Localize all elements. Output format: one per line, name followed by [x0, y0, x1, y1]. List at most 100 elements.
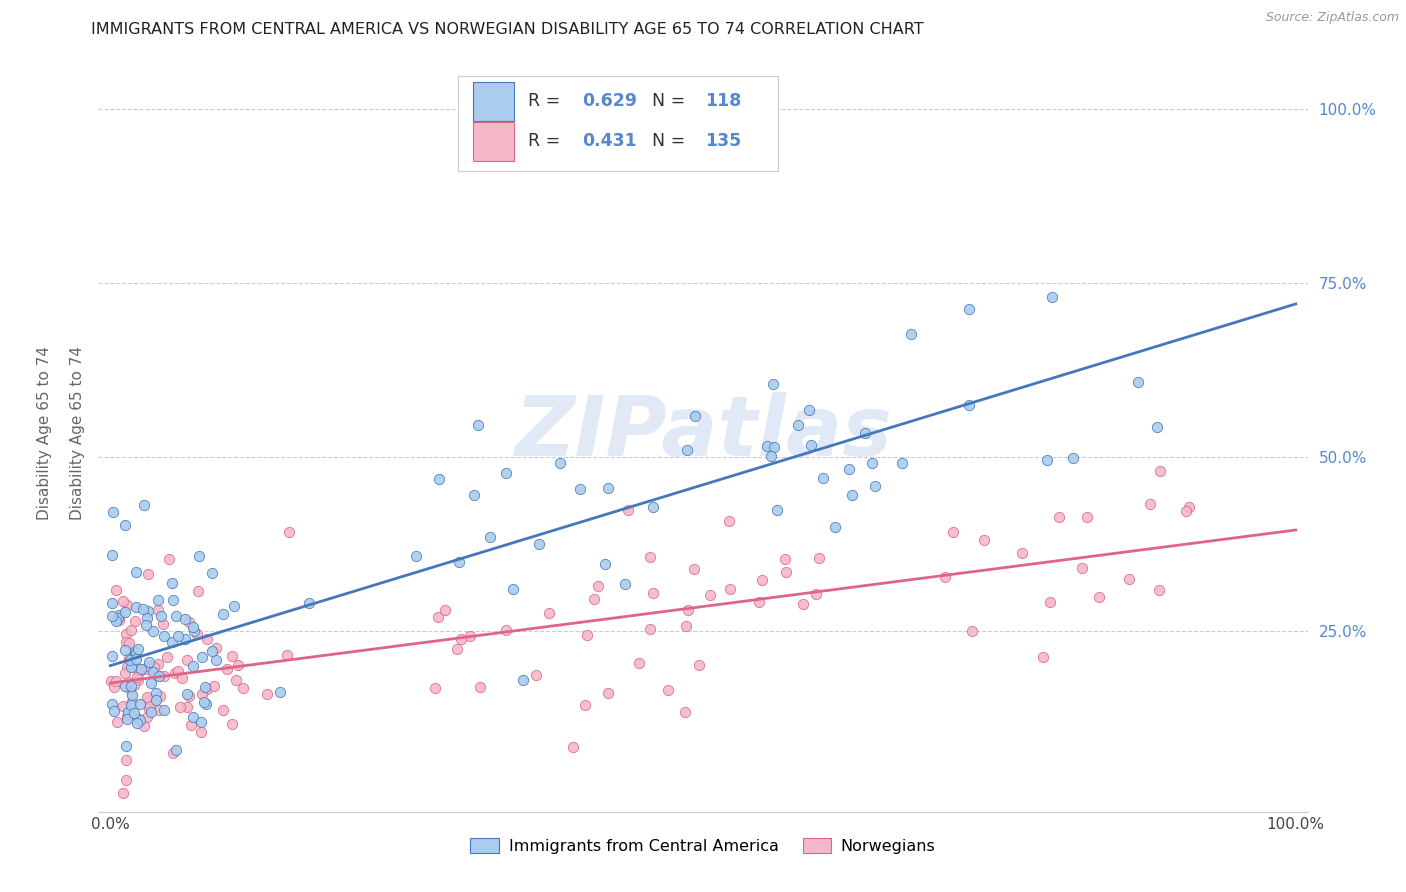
Point	[641, 586, 664, 600]
Point	[863, 479, 886, 493]
Point	[699, 588, 721, 602]
Point	[202, 679, 225, 693]
Point	[124, 614, 146, 628]
Point	[627, 657, 650, 671]
Point	[100, 608, 122, 623]
Point	[574, 698, 596, 712]
Point	[114, 772, 136, 787]
Point	[135, 610, 157, 624]
Text: 135: 135	[706, 132, 742, 150]
Point	[221, 717, 243, 731]
Point	[181, 710, 204, 724]
Point	[157, 552, 180, 566]
Point	[180, 717, 202, 731]
Point	[169, 699, 191, 714]
Point	[136, 604, 159, 618]
Point	[450, 632, 472, 647]
Point	[838, 462, 860, 476]
Point	[120, 698, 142, 712]
Point	[114, 680, 136, 694]
Point	[139, 675, 162, 690]
Point	[676, 442, 699, 457]
Point	[640, 550, 662, 565]
Text: N =: N =	[652, 92, 686, 110]
Point	[763, 441, 786, 455]
Point	[278, 524, 301, 539]
Point	[124, 599, 146, 614]
Point	[811, 471, 834, 485]
Point	[143, 660, 166, 674]
Point	[155, 650, 177, 665]
Point	[153, 629, 176, 643]
Point	[900, 326, 922, 341]
Point	[153, 669, 176, 683]
Text: 118: 118	[706, 92, 742, 110]
Point	[860, 456, 883, 470]
Point	[101, 548, 124, 562]
Text: N =: N =	[652, 132, 686, 150]
Point	[129, 664, 152, 678]
Point	[181, 619, 204, 633]
Point	[143, 690, 166, 705]
Point	[766, 503, 789, 517]
Point	[138, 655, 160, 669]
Point	[204, 653, 226, 667]
Text: ZIPatlas: ZIPatlas	[515, 392, 891, 473]
Point	[173, 632, 195, 646]
Point	[148, 703, 170, 717]
Point	[124, 647, 146, 661]
Point	[163, 665, 186, 680]
Point	[225, 673, 247, 687]
Point	[142, 624, 165, 638]
Y-axis label: Disability Age 65 to 74: Disability Age 65 to 74	[69, 345, 84, 520]
Point	[596, 481, 619, 495]
Point	[114, 626, 136, 640]
Point	[120, 707, 142, 722]
Point	[1146, 420, 1168, 434]
Point	[1040, 290, 1063, 304]
Point	[548, 456, 571, 470]
Point	[135, 618, 157, 632]
Point	[187, 583, 209, 598]
Point	[128, 712, 150, 726]
Point	[1047, 509, 1070, 524]
Point	[170, 671, 193, 685]
Point	[748, 594, 770, 608]
Point	[718, 515, 741, 529]
Point	[1076, 509, 1098, 524]
Point	[890, 456, 912, 470]
Point	[167, 630, 190, 644]
Point	[593, 557, 616, 571]
Point	[212, 607, 235, 622]
Point	[127, 670, 149, 684]
Point	[751, 574, 773, 588]
Point	[201, 566, 224, 581]
Point	[468, 680, 491, 694]
Point	[191, 649, 214, 664]
Point	[162, 592, 184, 607]
Point	[136, 566, 159, 581]
Point	[187, 549, 209, 564]
Point	[527, 537, 550, 551]
Point	[129, 662, 152, 676]
Point	[141, 706, 163, 720]
Point	[138, 693, 160, 707]
Point	[212, 703, 235, 717]
Point	[132, 602, 155, 616]
Point	[101, 596, 124, 610]
Point	[1147, 583, 1170, 598]
Point	[176, 687, 198, 701]
Point	[1175, 504, 1198, 518]
Point	[132, 499, 155, 513]
Point	[1039, 595, 1062, 609]
Point	[657, 682, 679, 697]
Point	[128, 697, 150, 711]
Point	[583, 591, 606, 606]
Point	[231, 681, 253, 695]
Point	[683, 409, 706, 423]
Point	[1035, 453, 1057, 467]
Point	[115, 635, 138, 649]
Point	[683, 562, 706, 576]
Point	[142, 665, 165, 679]
Point	[226, 658, 249, 673]
